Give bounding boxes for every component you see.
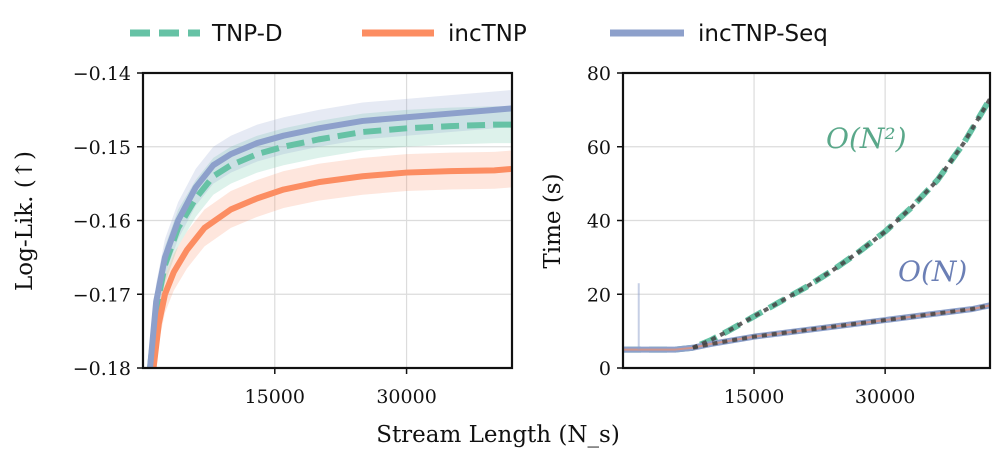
legend: TNP-D incTNP incTNP-Seq xyxy=(130,21,828,47)
annotation-linear: O(N) xyxy=(898,255,967,288)
x-tick-label: 15000 xyxy=(724,386,784,408)
time-panel: 15000 30000 0 20 40 60 80 xyxy=(587,63,992,408)
ylabel-loglik: Log-Lik. (↑) xyxy=(12,151,38,291)
band-tnp-d xyxy=(150,106,512,368)
x-tick-label: 30000 xyxy=(376,386,436,408)
legend-label-tnp-d: TNP-D xyxy=(211,21,283,47)
y-tick-label: −0.15 xyxy=(73,137,131,159)
y-tick-label: 20 xyxy=(587,284,611,306)
loglik-panel: 15000 30000 −0.18 −0.17 −0.16 −0.15 −0.14 xyxy=(73,63,514,408)
y-tick-label: −0.17 xyxy=(73,284,131,306)
y-tick-label: 60 xyxy=(587,137,611,159)
xlabel: Stream Length (N_s) xyxy=(376,422,620,448)
legend-label-inctnp-seq: incTNP-Seq xyxy=(698,21,828,47)
y-tick-label: 0 xyxy=(599,358,611,380)
x-tick-label: 30000 xyxy=(855,386,915,408)
y-tick-label: 80 xyxy=(587,63,611,85)
ylabel-time: Time (s) xyxy=(540,173,566,268)
y-tick-label: 40 xyxy=(587,211,611,233)
series-inctnp xyxy=(150,165,512,368)
fit-linear xyxy=(692,303,990,350)
plot-area xyxy=(147,89,512,368)
series-inctnp-seq xyxy=(147,105,512,368)
y-tick-label: −0.16 xyxy=(73,211,131,233)
x-tick-label: 15000 xyxy=(245,386,305,408)
y-tick-label: −0.14 xyxy=(73,63,131,85)
legend-label-inctnp: incTNP xyxy=(448,21,527,47)
y-tick-label: −0.18 xyxy=(73,358,131,380)
annotation-quadratic: O(N²) xyxy=(826,122,907,155)
plot-area xyxy=(623,97,990,353)
